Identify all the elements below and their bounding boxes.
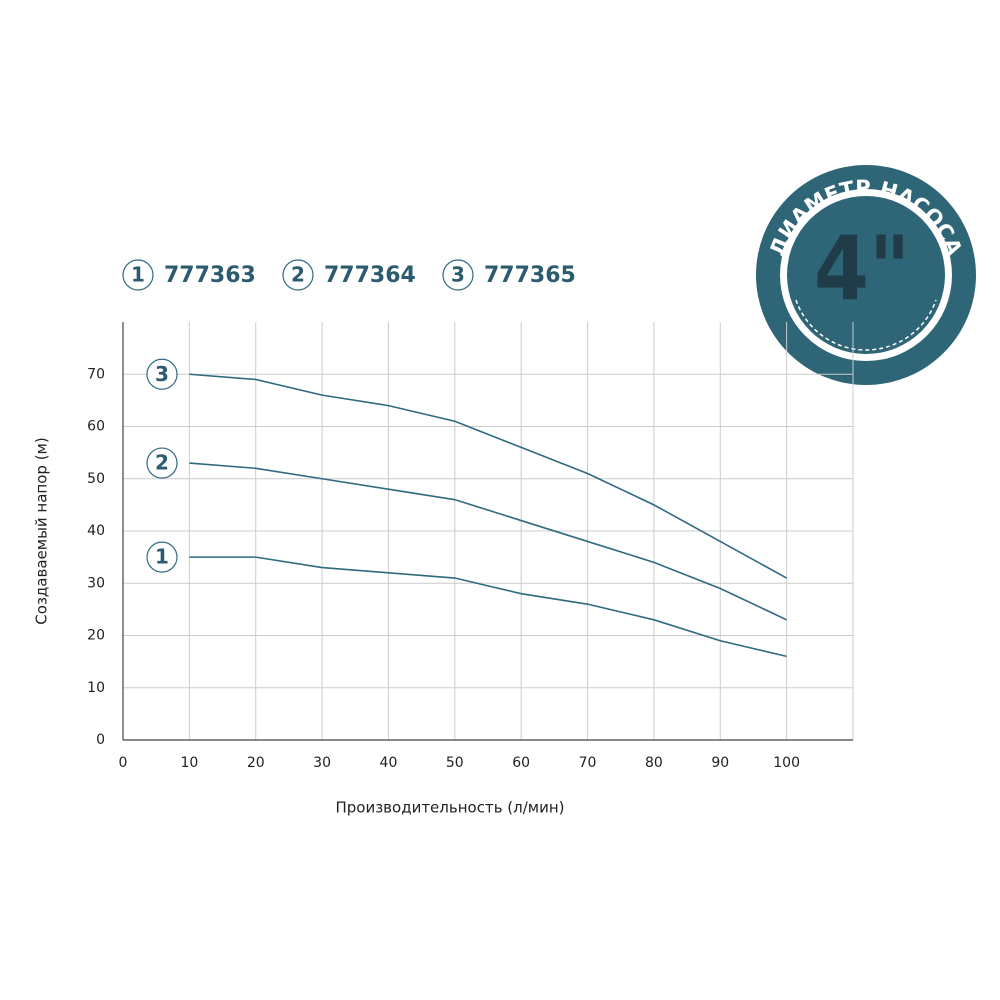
y-tick-label: 50 bbox=[87, 471, 105, 487]
legend-number: 2 bbox=[291, 263, 305, 287]
x-tick-label: 80 bbox=[645, 755, 663, 771]
y-tick-label: 0 bbox=[96, 732, 105, 748]
legend-number: 3 bbox=[451, 263, 465, 287]
series-line bbox=[189, 556, 787, 658]
curve-label: 2 bbox=[155, 451, 169, 475]
x-tick-label: 90 bbox=[711, 755, 729, 771]
x-tick-label: 60 bbox=[512, 755, 530, 771]
series-line bbox=[189, 373, 788, 579]
y-axis-title: Создаваемый напор (м) bbox=[33, 437, 51, 624]
y-tick-label: 20 bbox=[87, 628, 105, 644]
y-tick-label: 70 bbox=[87, 366, 105, 382]
y-tick-label: 40 bbox=[87, 523, 105, 539]
legend-name: 777363 bbox=[164, 263, 256, 288]
curve-label-circle bbox=[146, 541, 178, 573]
x-tick-label: 100 bbox=[773, 755, 800, 771]
legend-name: 777365 bbox=[484, 263, 576, 288]
series-line bbox=[189, 462, 787, 621]
curve-label: 1 bbox=[155, 545, 169, 569]
x-tick-label: 0 bbox=[119, 755, 128, 771]
badge: ДИАМЕТР НАСОСА 4" bbox=[756, 165, 976, 385]
badge-size: 4" bbox=[814, 217, 910, 320]
badge-inner bbox=[787, 196, 945, 354]
x-tick-label: 30 bbox=[313, 755, 331, 771]
x-axis-title: Производительность (л/мин) bbox=[335, 799, 564, 817]
x-tick-label: 40 bbox=[380, 755, 398, 771]
curve-label-circle bbox=[146, 447, 178, 479]
x-tick-label: 20 bbox=[247, 755, 265, 771]
y-tick-label: 30 bbox=[87, 575, 105, 591]
curve-label-circle bbox=[146, 358, 178, 390]
y-tick-label: 60 bbox=[87, 419, 105, 435]
x-tick-label: 50 bbox=[446, 755, 464, 771]
legend-circle bbox=[122, 259, 154, 291]
y-tick-label: 10 bbox=[87, 680, 105, 696]
x-tick-label: 70 bbox=[579, 755, 597, 771]
x-tick-label: 10 bbox=[180, 755, 198, 771]
legend-circle bbox=[442, 259, 474, 291]
badge-dash bbox=[795, 299, 937, 351]
legend-number: 1 bbox=[131, 263, 145, 287]
curve-label: 3 bbox=[155, 362, 169, 386]
legend-name: 777364 bbox=[324, 263, 416, 288]
legend-circle bbox=[282, 259, 314, 291]
